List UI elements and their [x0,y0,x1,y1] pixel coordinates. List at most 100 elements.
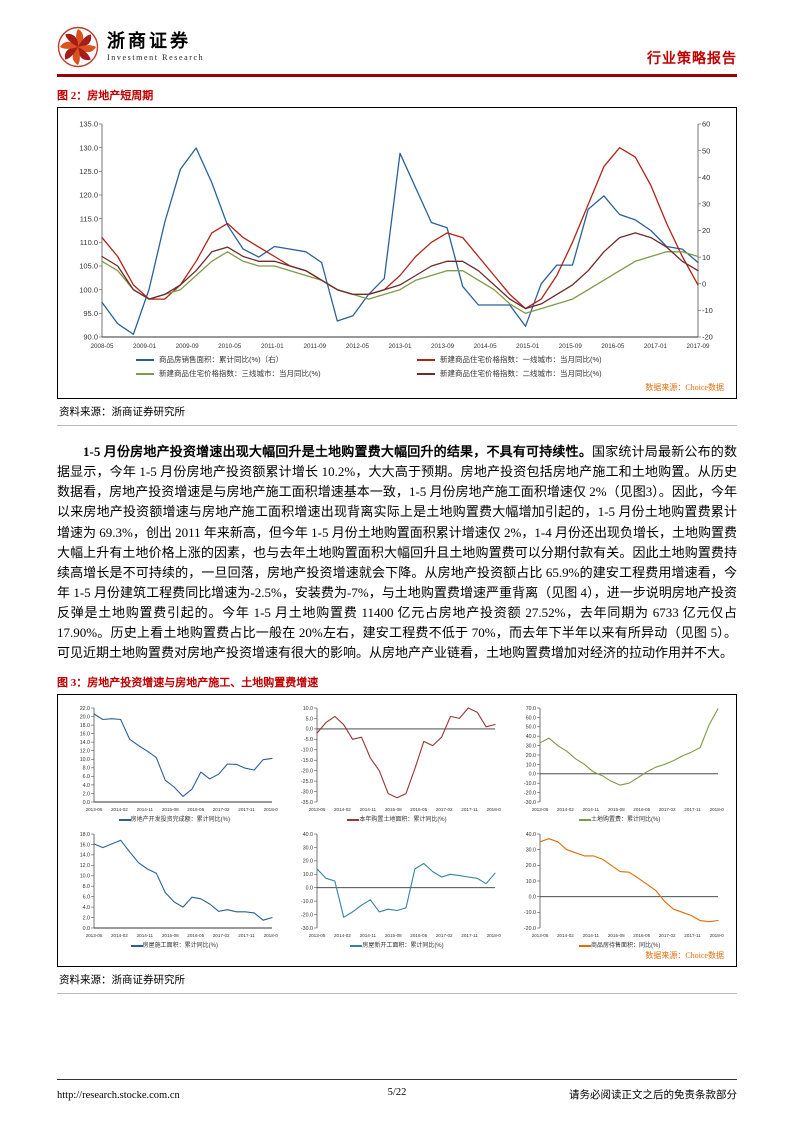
svg-text:2017-11: 2017-11 [684,933,701,938]
svg-text:2018-05: 2018-05 [487,807,501,812]
svg-text:2016-05: 2016-05 [410,807,427,812]
figure2-chart: 90.0 95.0 100.0 105.0 110.0 115.0 120.0 125.0 13… [79,120,713,350]
figure3-source: 资料来源：浙商证券研究所 [57,967,737,994]
legend-label: 房屋新开工面积：累计同比(%) [362,942,444,949]
figure3-subchart-construction: 0.0 2.0 4.0 6.0 8.0 10.0 12.0 14.0 16.0 18.0 2013-… [66,829,283,948]
svg-text:95.0: 95.0 [83,309,98,318]
svg-text:22.0: 22.0 [80,705,90,711]
svg-text:10.0: 10.0 [303,705,313,711]
svg-text:8.0: 8.0 [83,765,90,771]
svg-text:2015-08: 2015-08 [608,807,625,812]
report-page: 浙商证券 Investment Research 行业策略报告 图 2：房地产短… [0,26,794,1148]
svg-text:10.0: 10.0 [80,757,90,763]
svg-text:2013-09: 2013-09 [431,343,455,350]
svg-text:2014-02: 2014-02 [557,933,574,938]
svg-text:2018-05: 2018-05 [264,807,278,812]
figure2-title: 图 2：房地产短周期 [57,90,154,102]
legend-entry: 本年购置土地面积：累计同比(%) [347,814,447,823]
svg-text:10.0: 10.0 [525,878,535,884]
paragraph-lead-bold: 1-5 月份房地产投资增速出现大幅回升是土地购置费大幅回升的结果，不具有可持续性… [83,444,593,459]
svg-text:20.0: 20.0 [80,714,90,720]
svg-text:30.0: 30.0 [525,847,535,853]
svg-text:2015-08: 2015-08 [608,933,625,938]
legend-line-swatch [417,372,435,375]
figure3-subchart-construction-chart: 0.0 2.0 4.0 6.0 8.0 10.0 12.0 14.0 16.0 18.0 2013-… [80,831,278,938]
legend-entry: 新建商品住宅价格指数：一线城市：当月同比(%) [417,354,698,365]
svg-text:0.0: 0.0 [528,771,535,777]
figure3-subchart-unsold-chart: -20.0 -10.0 0.0 10.0 20.0 30.0 40.0 2013-05 2014… [524,831,724,938]
brand-block: 浙商证券 Investment Research [57,26,204,68]
figure3-subchart-investment-legend: 房地产开发投资完成额：累计同比(%) [118,814,230,823]
svg-text:2.0: 2.0 [83,791,90,797]
svg-text:10.0: 10.0 [80,873,90,879]
svg-text:0.0: 0.0 [306,726,313,732]
figure3-title: 图 3：房地产投资增速与房地产施工、土地购置费增速 [57,676,319,689]
figure3-subchart-new-starts-chart: -30.0 -20.0 -10.0 0.0 10.0 20.0 30.0 40.0 2013-0… [301,831,501,938]
svg-text:2014-11: 2014-11 [137,933,154,938]
svg-text:2013-05: 2013-05 [86,807,103,812]
svg-text:70.0: 70.0 [525,705,535,711]
svg-text:-10: -10 [702,306,713,315]
legend-entry: 土地购置费：累计同比(%) [578,814,661,823]
svg-text:2008-05: 2008-05 [90,343,114,350]
svg-text:2017-02: 2017-02 [436,807,453,812]
figure2-legend: 商品房销售面积：累计同比(%)（右） 新建商品住宅价格指数：一线城市：当月同比(%… [66,350,728,381]
page-footer: 5/22 http://research.stocke.com.cn 请务必阅读… [57,1079,737,1102]
svg-text:20.0: 20.0 [303,858,313,864]
svg-text:115.0: 115.0 [80,214,98,223]
svg-text:16.0: 16.0 [80,842,90,848]
figure3-subchart-investment: 0.0 2.0 4.0 6.0 8.0 10.0 12.0 14.0 16.0 18.0 20.0 2… [66,703,283,823]
svg-text:0.0: 0.0 [306,885,313,891]
svg-text:2016-05: 2016-05 [188,807,205,812]
legend-line-swatch [130,945,143,947]
svg-text:100.0: 100.0 [79,285,98,294]
svg-text:2015-09: 2015-09 [559,343,583,350]
svg-text:2013-05: 2013-05 [531,933,548,938]
svg-text:2010-05: 2010-05 [218,343,242,350]
svg-text:110.0: 110.0 [80,238,98,247]
svg-text:105.0: 105.0 [79,262,98,271]
legend-label: 新建商品住宅价格指数：三线城市：当月同比(%) [159,369,321,378]
svg-text:-10.0: -10.0 [301,747,313,753]
analysis-paragraph: 1-5 月份房地产投资增速出现大幅回升是土地购置费大幅回升的结果，不具有可持续性… [57,442,737,664]
research-url-link[interactable]: http://research.stocke.com.cn [57,1090,180,1101]
svg-text:2014-11: 2014-11 [360,933,377,938]
svg-text:2014-02: 2014-02 [334,933,351,938]
svg-text:6.0: 6.0 [83,774,90,780]
svg-text:-5.0: -5.0 [304,737,313,743]
legend-label: 商品房待售面积：同比(%) [590,942,661,949]
legend-line-swatch [118,819,131,821]
figure2-source: 资料来源：浙商证券研究所 [57,399,737,426]
svg-text:2014-02: 2014-02 [334,807,351,812]
legend-label: 土地购置费：累计同比(%) [590,816,661,823]
svg-text:50: 50 [702,146,710,155]
svg-text:2018-05: 2018-05 [264,933,278,938]
svg-text:2017-02: 2017-02 [658,933,675,938]
svg-text:90.0: 90.0 [83,333,98,342]
figure3-subchart-unsold: -20.0 -10.0 0.0 10.0 20.0 30.0 40.0 2013-05 2014… [511,829,728,949]
page-header: 浙商证券 Investment Research 行业策略报告 [57,26,737,74]
svg-text:2014-11: 2014-11 [360,807,377,812]
svg-text:2017-11: 2017-11 [239,807,256,812]
svg-text:40.0: 40.0 [525,734,535,740]
legend-line-swatch [350,945,363,947]
legend-label: 新建商品住宅价格指数：一线城市：当月同比(%) [440,355,602,364]
svg-text:2017-09: 2017-09 [686,343,710,350]
svg-text:-20.0: -20.0 [301,768,313,774]
svg-text:135.0: 135.0 [79,120,98,129]
svg-text:30.0: 30.0 [303,845,313,851]
figure3-subchart-land-fee: -30.0 -20.0 -10.0 0.0 10.0 20.0 30.0 40.0 50.0 60… [511,703,728,823]
svg-text:-15.0: -15.0 [301,758,313,764]
legend-line-swatch [578,819,591,821]
figure2-data-source: 数据来源：Choice数据 [645,383,724,392]
svg-text:2016-05: 2016-05 [188,933,205,938]
svg-text:2014-11: 2014-11 [582,807,599,812]
figure3-subchart-new-starts: -30.0 -20.0 -10.0 0.0 10.0 20.0 30.0 40.0 2013-0… [289,829,506,949]
svg-text:-20: -20 [702,333,713,342]
svg-text:5.0: 5.0 [306,716,313,722]
svg-text:12.0: 12.0 [80,748,90,754]
legend-label: 新建商品住宅价格指数：二线城市：当月同比(%) [440,369,602,378]
legend-label: 房地产开发投资完成额：累计同比(%) [130,816,230,823]
svg-text:2012-05: 2012-05 [346,343,370,350]
header-divider [57,74,737,77]
